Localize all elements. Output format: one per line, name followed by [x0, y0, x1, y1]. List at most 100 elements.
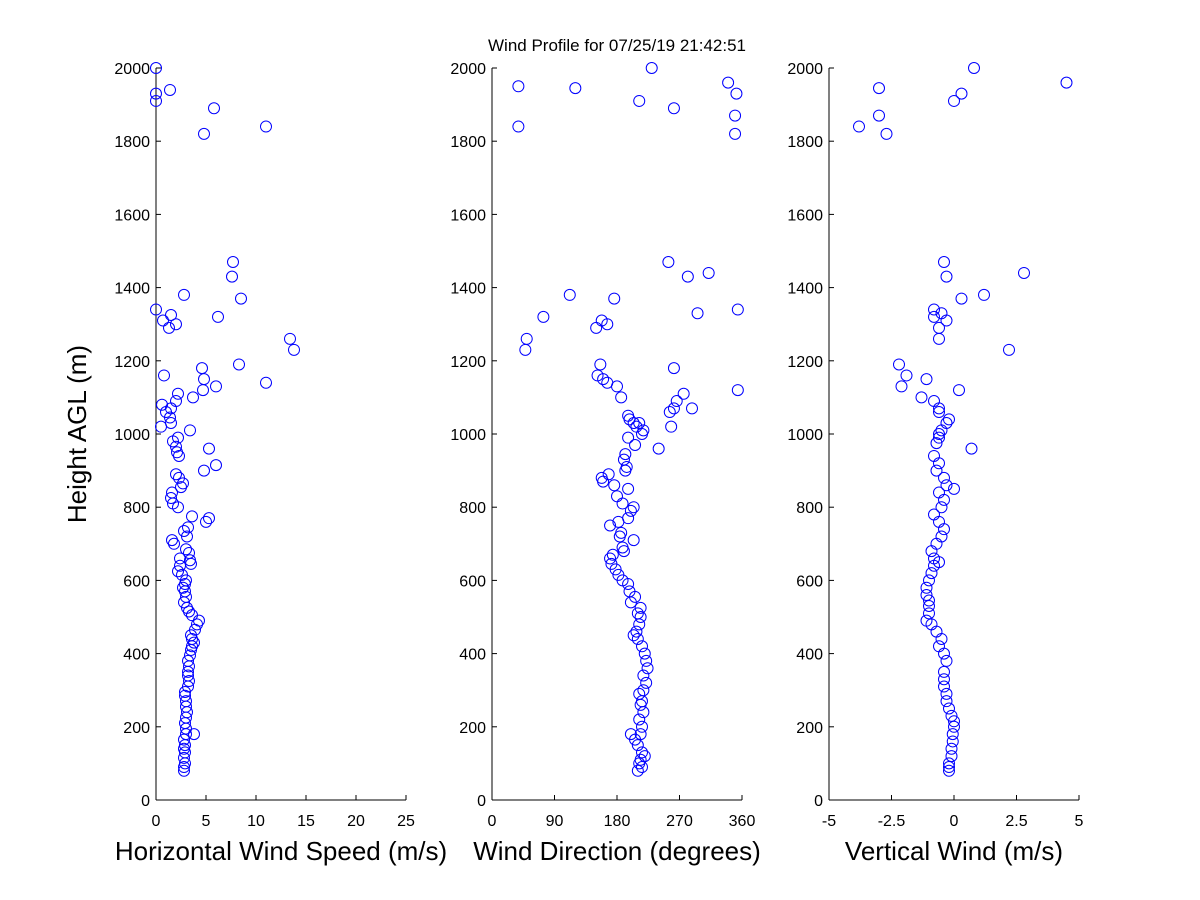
wind-direction-data-point: [645, 62, 658, 74]
wind-direction-data-point: [627, 501, 640, 514]
wind-direction-y-tick-label: 1200: [450, 354, 486, 371]
wind-direction-data-point: [622, 512, 635, 525]
horizontal-wind-speed-data-point: [185, 557, 197, 570]
horizontal-wind-speed-data-point: [165, 492, 177, 505]
horizontal-wind-speed-data-point: [182, 654, 194, 667]
vertical-wind-x-tick-label: -5: [822, 813, 836, 830]
horizontal-wind-speed-x-tick-label: 20: [347, 813, 365, 830]
wind-direction-x-axis-label: Wind Direction (degrees): [473, 836, 761, 866]
horizontal-wind-speed-data-point: [235, 292, 247, 305]
vertical-wind-data-point: [943, 757, 955, 770]
vertical-wind-data-point: [935, 530, 948, 543]
horizontal-wind-speed-y-axis-label: Height AGL (m): [62, 345, 92, 523]
horizontal-wind-speed-data-point: [178, 524, 190, 537]
wind-direction-data-point: [604, 519, 617, 532]
vertical-wind-data-point: [945, 750, 958, 763]
wind-direction-data-point: [569, 82, 582, 95]
wind-direction-data-point: [633, 94, 646, 107]
vertical-wind-data-point: [935, 632, 948, 645]
wind-direction-data-point: [640, 654, 653, 667]
vertical-wind-data-point: [940, 687, 953, 700]
wind-direction-data-point: [633, 417, 646, 430]
wind-direction-data-point: [520, 332, 533, 345]
wind-direction-data-point: [622, 482, 635, 495]
horizontal-wind-speed-data-point: [166, 486, 178, 499]
vertical-wind-y-tick-label: 1600: [787, 207, 823, 224]
wind-direction-y-tick-label: 1800: [450, 134, 486, 151]
vertical-wind-data-point: [965, 442, 978, 455]
horizontal-wind-speed-data-point: [210, 380, 222, 393]
horizontal-wind-speed-data-point: [203, 442, 215, 455]
wind-direction-data-point: [631, 739, 644, 752]
horizontal-wind-speed-data-point: [226, 270, 238, 283]
horizontal-wind-speed-data-point: [178, 764, 190, 777]
horizontal-wind-speed-data-point: [179, 686, 191, 699]
wind-direction-data-point: [615, 526, 628, 539]
vertical-wind-data-point: [948, 482, 960, 495]
horizontal-wind-speed-data-point: [150, 87, 162, 100]
horizontal-wind-speed-y-tick-label: 1800: [114, 134, 150, 151]
wind-direction-data-point: [641, 662, 654, 675]
wind-direction-data-point: [630, 625, 643, 638]
wind-direction-data-point: [622, 431, 635, 444]
vertical-wind-data-point: [933, 428, 945, 440]
wind-direction-y-tick-label: 1400: [450, 281, 486, 298]
wind-direction-x-tick-label: 180: [604, 813, 631, 830]
horizontal-wind-speed-y-tick-label: 0: [141, 793, 150, 810]
horizontal-wind-speed-data-point: [170, 395, 182, 408]
vertical-wind-data-point: [928, 395, 940, 408]
horizontal-wind-speed-data-point: [233, 358, 245, 371]
vertical-wind-data-point: [915, 391, 928, 404]
vertical-wind-data-point: [948, 720, 960, 733]
horizontal-wind-speed-data-point: [150, 62, 162, 74]
vertical-wind-data-point: [946, 728, 959, 741]
vertical-wind-data-point: [933, 332, 945, 345]
wind-direction-data-point: [622, 409, 635, 422]
horizontal-wind-speed-y-tick-label: 1400: [114, 281, 150, 298]
horizontal-wind-speed-data-point: [260, 120, 272, 133]
horizontal-wind-speed-data-point: [210, 459, 222, 472]
vertical-wind-data-point: [953, 384, 965, 397]
horizontal-wind-speed-data-point: [208, 102, 220, 115]
horizontal-wind-speed-data-point: [163, 321, 175, 334]
vertical-wind-data-point: [923, 574, 935, 587]
horizontal-wind-speed-data-point: [200, 515, 212, 528]
vertical-wind-data-point: [946, 735, 959, 748]
horizontal-wind-speed-data-point: [170, 440, 182, 453]
wind-direction-data-point: [636, 720, 648, 733]
vertical-wind-data-point: [940, 695, 953, 708]
vertical-wind-data-point: [933, 431, 945, 444]
horizontal-wind-speed-x-axis-label: Horizontal Wind Speed (m/s): [115, 836, 447, 866]
wind-direction-data-point: [637, 684, 650, 697]
wind-direction-data-point: [665, 420, 678, 433]
vertical-wind-data-point: [938, 665, 950, 678]
vertical-wind-data-point: [928, 552, 940, 565]
vertical-wind-data-point: [928, 508, 940, 521]
wind-direction-y-tick-label: 2000: [450, 61, 486, 78]
horizontal-wind-speed-data-point: [184, 649, 196, 662]
horizontal-wind-speed-data-point: [180, 543, 192, 556]
wind-direction-data-point: [731, 384, 744, 397]
wind-direction-data-point: [636, 761, 648, 774]
horizontal-wind-speed-data-point: [156, 398, 168, 411]
horizontal-wind-speed-data-point: [180, 590, 192, 603]
wind-direction-data-point: [629, 438, 642, 451]
wind-direction-panel: 0 200 400 600 800 1000 1200 1400 1600 1800 2000 0 90…: [450, 61, 760, 866]
vertical-wind-data-point: [933, 321, 945, 334]
vertical-wind-data-point: [943, 413, 955, 426]
vertical-wind-data-point: [933, 486, 945, 499]
vertical-wind-x-tick-label: 0: [950, 813, 959, 830]
vertical-wind-x-tick-label: 5: [1075, 813, 1084, 830]
vertical-wind-data-point: [945, 742, 958, 755]
wind-direction-data-point: [537, 310, 550, 323]
vertical-wind-y-tick-label: 800: [796, 500, 823, 517]
vertical-wind-data-point: [930, 625, 943, 638]
wind-direction-data-point: [617, 453, 630, 466]
horizontal-wind-speed-data-point: [172, 431, 184, 444]
wind-direction-data-point: [619, 448, 632, 461]
wind-direction-data-point: [627, 629, 640, 642]
horizontal-wind-speed-data-point: [182, 669, 194, 682]
wind-direction-data-point: [636, 695, 648, 708]
wind-direction-data-point: [512, 80, 525, 93]
wind-direction-data-point: [631, 764, 644, 777]
